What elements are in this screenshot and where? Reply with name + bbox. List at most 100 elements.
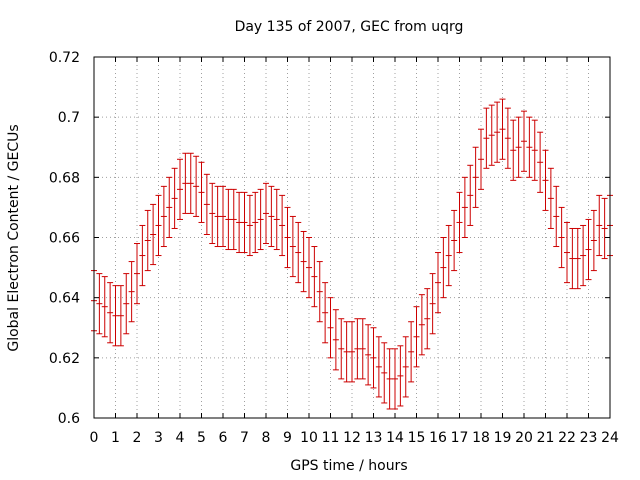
error-bar-point xyxy=(171,167,178,229)
error-bar-point xyxy=(547,167,554,229)
error-bar-point xyxy=(521,110,527,172)
error-bar-point xyxy=(203,173,210,235)
x-tick-label: 3 xyxy=(154,430,163,446)
error-bar-point xyxy=(139,224,146,287)
error-bar-point xyxy=(537,131,544,193)
error-bar-point xyxy=(166,176,173,238)
x-tick-label: 10 xyxy=(300,430,318,446)
error-bar-point xyxy=(564,221,570,284)
error-bar-point xyxy=(504,107,511,169)
x-tick-label: 7 xyxy=(240,430,249,446)
error-bar-point xyxy=(580,224,587,287)
error-bar-point xyxy=(187,152,194,214)
error-bar-point xyxy=(408,321,415,383)
error-bar-point xyxy=(289,215,296,278)
error-bar-point xyxy=(257,188,264,251)
y-tick-label: 0.66 xyxy=(49,231,80,247)
x-tick-label: 1 xyxy=(111,430,120,446)
x-tick-label: 24 xyxy=(601,430,619,446)
error-bar-point xyxy=(343,321,350,383)
error-bar-point xyxy=(553,185,560,248)
error-bar-point xyxy=(112,285,119,347)
x-tick-label: 13 xyxy=(365,430,383,446)
x-tick-label: 9 xyxy=(283,430,292,446)
error-bar-point xyxy=(273,188,280,251)
chart-title: Day 135 of 2007, GEC from uqrg xyxy=(235,19,464,35)
error-bar-point xyxy=(381,342,388,404)
error-bar-point xyxy=(494,101,501,163)
error-bar-point xyxy=(327,297,334,359)
error-bar-point xyxy=(117,285,124,347)
error-bar-point xyxy=(246,194,253,257)
error-bar-point xyxy=(236,191,243,254)
error-bar-point xyxy=(128,261,135,323)
error-bar-point xyxy=(510,119,517,181)
gec-error-bar-series xyxy=(91,98,613,410)
x-tick-label: 17 xyxy=(451,430,469,446)
error-bar-point xyxy=(601,197,608,260)
error-bar-point xyxy=(375,336,382,398)
error-bar-point xyxy=(413,306,420,368)
error-bar-point xyxy=(306,237,312,299)
x-tick-label: 20 xyxy=(515,430,533,446)
y-tick-label: 0.7 xyxy=(58,110,80,126)
error-bar-point xyxy=(322,282,329,344)
error-bar-point xyxy=(590,209,597,272)
error-bar-point xyxy=(418,294,425,356)
error-bar-point xyxy=(107,282,114,344)
error-bar-point xyxy=(284,206,291,269)
x-tick-label: 12 xyxy=(343,430,361,446)
error-bar-point xyxy=(332,309,339,371)
error-bar-point xyxy=(445,224,452,287)
error-bar-point xyxy=(349,321,355,383)
y-axis-label: Global Electron Content / GECUs xyxy=(6,124,22,351)
error-bar-point xyxy=(182,152,189,214)
error-bar-point xyxy=(488,104,495,166)
x-tick-label: 23 xyxy=(580,430,598,446)
error-bar-point xyxy=(279,194,286,257)
error-bar-point xyxy=(531,119,538,181)
error-bar-point xyxy=(263,182,269,245)
error-bar-point xyxy=(451,209,458,272)
error-bar-point xyxy=(252,191,259,254)
error-bar-point xyxy=(526,116,533,178)
y-tick-label: 0.64 xyxy=(49,291,80,307)
error-bar-point xyxy=(338,318,345,380)
error-bar-point xyxy=(230,188,237,251)
y-tick-label: 0.68 xyxy=(49,170,80,186)
y-tick-label: 0.72 xyxy=(49,50,80,66)
x-tick-label: 19 xyxy=(494,430,512,446)
error-bar-point xyxy=(144,209,151,272)
error-bar-point xyxy=(429,273,436,335)
x-tick-label: 18 xyxy=(472,430,490,446)
error-bar-point xyxy=(435,252,441,314)
error-bar-point xyxy=(424,288,431,350)
error-bar-point xyxy=(574,227,581,290)
x-axis-label: GPS time / hours xyxy=(290,458,407,474)
error-bar-point xyxy=(515,116,522,178)
error-bar-point xyxy=(402,336,409,398)
error-bar-point xyxy=(295,221,302,284)
error-bar-point xyxy=(456,191,463,254)
x-tick-label: 6 xyxy=(219,430,228,446)
error-bar-point xyxy=(499,98,506,160)
x-tick-label: 0 xyxy=(90,430,99,446)
error-bar-point xyxy=(596,194,603,257)
error-bar-point xyxy=(177,158,183,220)
error-bar-point xyxy=(392,348,398,410)
x-tick-labels: 0 1 2 3 4 5 6 7 8 9 10 11 12 13 14 15 16 17 18 19 20 21 22 23 24 xyxy=(90,430,619,446)
x-tick-label: 16 xyxy=(429,430,447,446)
error-bar-point xyxy=(241,191,248,254)
x-tick-label: 8 xyxy=(262,430,271,446)
error-bar-point xyxy=(365,324,372,386)
error-bar-point xyxy=(193,155,200,217)
error-bar-point xyxy=(440,237,447,299)
error-bar-point xyxy=(311,246,318,308)
error-bar-point xyxy=(354,318,361,380)
axis-ticks xyxy=(93,56,611,419)
error-bar-point xyxy=(478,128,484,190)
error-bar-point xyxy=(386,348,393,410)
error-bar-point xyxy=(542,149,549,211)
x-tick-label: 14 xyxy=(386,430,404,446)
